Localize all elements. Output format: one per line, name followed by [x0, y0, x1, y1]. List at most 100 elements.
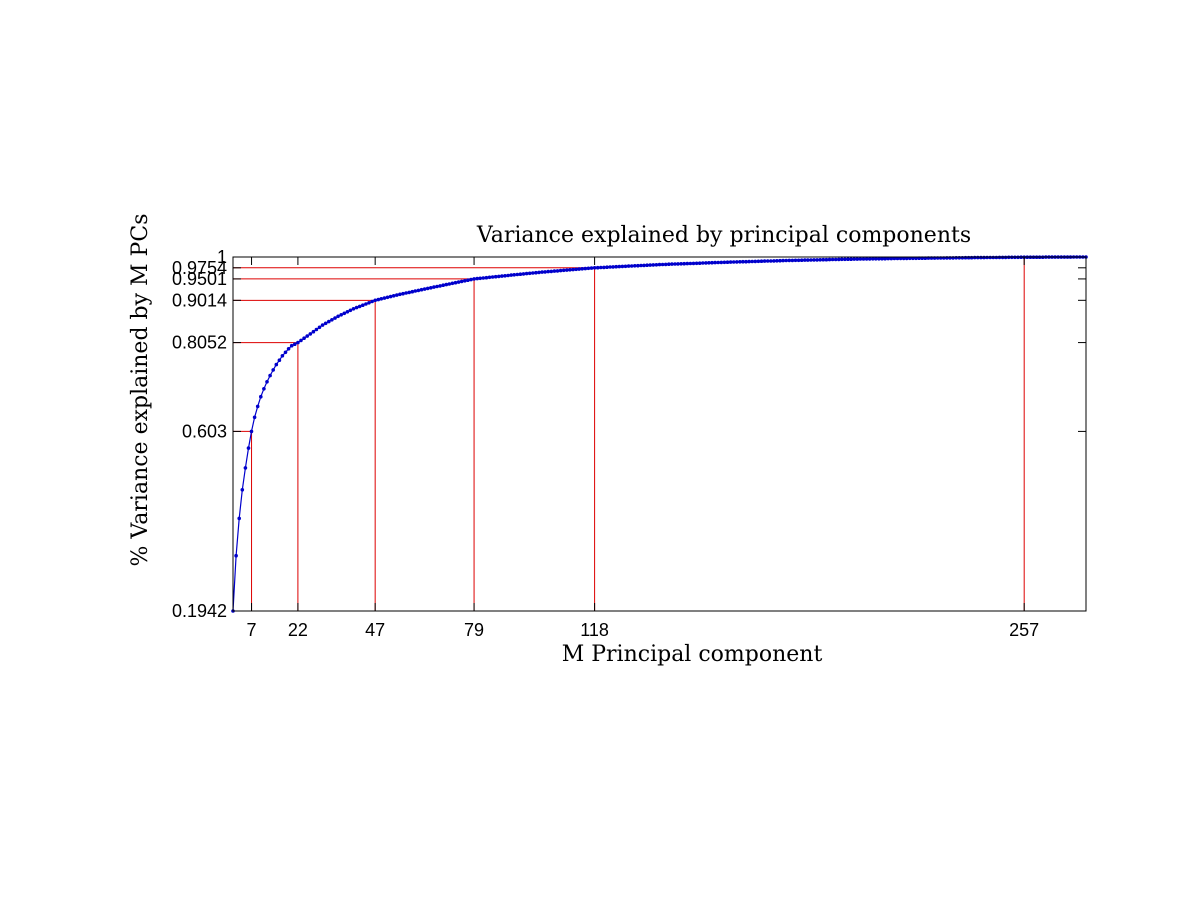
data-point — [416, 288, 421, 293]
data-point — [843, 257, 847, 262]
x-tick-label: 22 — [288, 620, 308, 640]
data-point — [633, 264, 637, 268]
data-point — [784, 258, 788, 263]
data-point — [611, 265, 615, 269]
data-point — [453, 280, 458, 285]
data-point — [243, 466, 248, 470]
data-point — [234, 553, 238, 558]
y-axis-label: % Variance explained by M PCs — [128, 214, 153, 567]
data-point — [697, 261, 702, 266]
data-point — [815, 258, 819, 262]
data-point — [799, 258, 804, 263]
data-point — [759, 259, 764, 264]
x-tick-label: 118 — [580, 620, 609, 640]
data-point — [546, 269, 550, 274]
data-point — [299, 338, 303, 343]
data-point — [398, 292, 402, 297]
data-point — [543, 270, 547, 274]
data-point — [305, 334, 310, 338]
data-point — [762, 259, 767, 263]
data-point — [537, 270, 541, 275]
data-point — [493, 274, 498, 279]
data-point — [701, 261, 705, 265]
data-point — [846, 257, 850, 262]
data-point — [778, 258, 782, 263]
data-point — [317, 325, 322, 330]
data-point — [367, 301, 371, 305]
data-point — [246, 446, 251, 450]
data-point — [895, 256, 900, 261]
data-point — [438, 284, 442, 288]
data-point — [512, 273, 516, 277]
data-point — [867, 257, 872, 261]
data-point — [787, 258, 792, 263]
data-point — [450, 281, 455, 286]
data-point — [602, 265, 606, 270]
data-point — [255, 404, 260, 409]
data-point — [676, 262, 680, 266]
data-point — [713, 260, 717, 265]
data-point — [629, 264, 634, 268]
data-point — [484, 275, 489, 280]
data-point — [617, 264, 622, 269]
data-point — [809, 258, 813, 262]
data-point — [620, 264, 625, 269]
data-point — [830, 257, 835, 262]
data-point — [772, 259, 776, 263]
data-point — [849, 257, 853, 262]
data-point — [425, 286, 430, 291]
data-point — [330, 318, 334, 322]
x-tick-label: 7 — [247, 620, 257, 640]
data-point — [475, 276, 480, 281]
chart-title: Variance explained by principal componen… — [476, 223, 971, 248]
data-point — [583, 266, 588, 271]
data-point — [858, 257, 863, 261]
data-point — [852, 257, 856, 261]
data-point — [447, 282, 452, 286]
data-point — [293, 342, 297, 347]
data-point — [379, 297, 384, 301]
data-point — [478, 276, 483, 281]
data-point — [289, 343, 294, 348]
data-point — [252, 415, 257, 420]
data-point — [339, 313, 344, 317]
data-point — [645, 263, 649, 268]
data-point — [574, 267, 578, 272]
data-point — [444, 282, 449, 287]
data-point — [725, 260, 730, 265]
y-tick-label: 0.1942 — [172, 601, 227, 621]
data-point — [654, 263, 659, 267]
data-point — [524, 271, 529, 276]
data-point — [549, 269, 554, 274]
data-point — [249, 429, 254, 434]
data-point — [259, 394, 263, 399]
data-point — [642, 263, 646, 268]
data-point — [682, 261, 686, 266]
x-axis-label: M Principal component — [562, 642, 823, 667]
data-point — [889, 256, 894, 261]
data-point — [336, 314, 340, 319]
data-point — [373, 298, 378, 303]
data-point — [561, 268, 566, 273]
data-point — [274, 362, 279, 367]
data-point — [577, 267, 581, 271]
data-point — [744, 259, 748, 264]
x-tick-label: 79 — [464, 620, 484, 640]
data-point — [979, 255, 983, 260]
data-point — [280, 354, 285, 358]
data-point — [657, 262, 662, 267]
data-point — [747, 259, 751, 264]
y-tick-label: 0.8052 — [172, 333, 227, 353]
data-point — [796, 258, 801, 263]
axes-frame — [232, 256, 1087, 612]
data-point — [707, 261, 711, 265]
data-point — [391, 294, 396, 298]
data-point — [302, 336, 306, 341]
data-point — [753, 259, 758, 264]
data-point — [750, 259, 754, 264]
data-point — [636, 263, 640, 268]
data-point — [871, 257, 875, 261]
data-point — [413, 289, 418, 293]
data-point — [824, 257, 829, 262]
data-point — [660, 262, 665, 267]
